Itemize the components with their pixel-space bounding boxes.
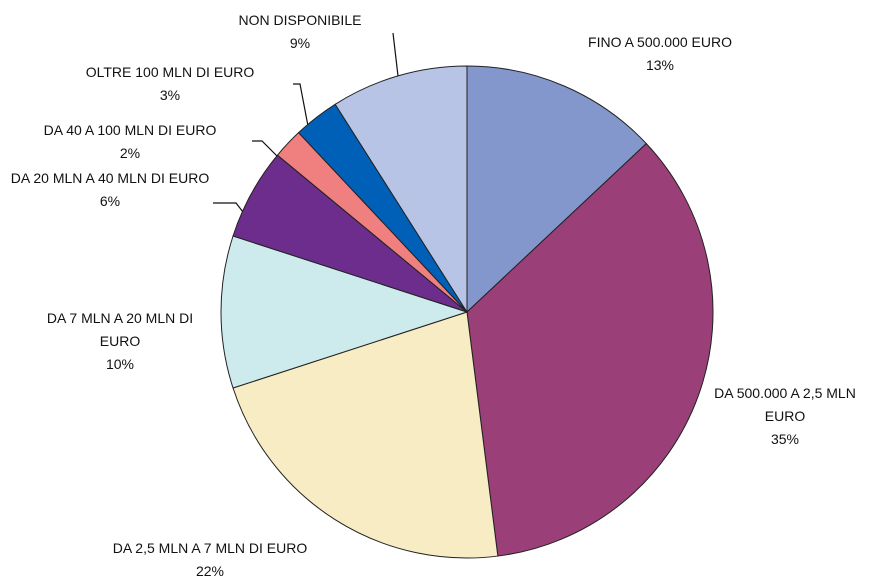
category-label: NON DISPONIBILE	[238, 12, 362, 28]
value-label: 9%	[289, 35, 311, 51]
category-label: FINO A 500.000 EURO	[588, 34, 732, 50]
slice-label: OLTRE 100 MLN DI EURO 3%	[50, 61, 290, 107]
slice-label: DA 40 A 100 MLN DI EURO 2%	[0, 119, 260, 165]
leader-line	[392, 32, 399, 77]
leader-line	[213, 202, 244, 213]
leader-line	[293, 83, 309, 127]
pie-slice	[334, 65, 468, 314]
category-label: OLTRE 100 MLN DI EURO	[85, 64, 255, 80]
value-label: 22%	[195, 563, 225, 576]
value-label: 10%	[105, 356, 135, 372]
slice-label: DA 2,5 MLN A 7 MLN DI EURO 22%	[60, 537, 360, 576]
pie-slice	[466, 65, 648, 314]
slice-label: FINO A 500.000 EURO 13%	[540, 31, 780, 77]
category-label: DA 20 MLN A 40 MLN DI EURO	[10, 170, 210, 186]
slice-label: NON DISPONIBILE 9%	[200, 9, 400, 55]
value-label: 13%	[645, 57, 675, 73]
pie-slice	[232, 311, 499, 559]
value-label: 35%	[770, 431, 800, 447]
value-label: 6%	[99, 193, 121, 209]
value-label: 2%	[119, 145, 141, 161]
pie-slice	[220, 235, 469, 389]
slice-label: DA 20 MLN A 40 MLN DI EURO 6%	[5, 167, 215, 213]
value-label: 3%	[159, 87, 181, 103]
pie-slice	[466, 142, 714, 557]
slice-label: DA 7 MLN A 20 MLN DI EURO 10%	[40, 307, 200, 376]
category-label: DA 40 A 100 MLN DI EURO	[43, 122, 217, 138]
leader-line	[252, 140, 280, 159]
category-label: DA 7 MLN A 20 MLN DI EURO	[46, 310, 194, 349]
category-label: DA 2,5 MLN A 7 MLN DI EURO	[112, 540, 308, 556]
category-label: DA 500.000 A 2,5 MLN EURO	[714, 385, 856, 424]
slice-label: DA 500.000 A 2,5 MLN EURO 35%	[700, 382, 870, 451]
